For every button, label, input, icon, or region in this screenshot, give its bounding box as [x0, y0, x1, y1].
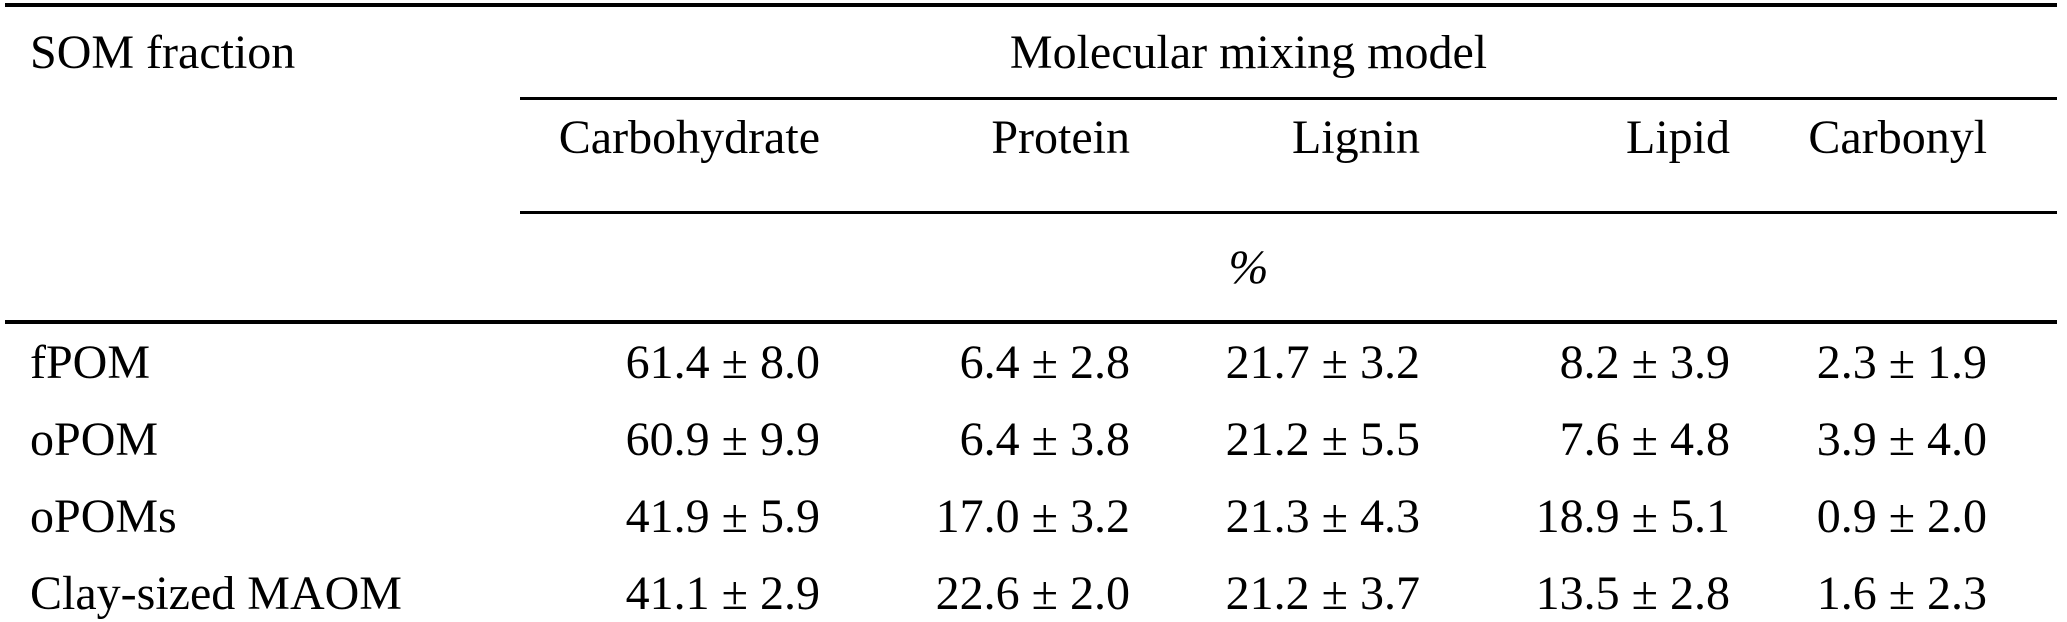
- table-row-opom: oPOM 60.9 ± 9.9 6.4 ± 3.8 21.2 ± 5.5 7.6…: [5, 401, 2057, 478]
- unit-label-percent: %: [1228, 240, 1269, 294]
- data-cell: 21.2 ± 3.7: [1225, 567, 1420, 620]
- data-cell: 13.5 ± 2.8: [1535, 567, 1730, 620]
- spanner-header-molecular-mixing-model: Molecular mixing model: [520, 5, 2058, 100]
- data-cell: 3.9 ± 4.0: [1816, 413, 1988, 466]
- data-cell: 61.4 ± 8.0: [520, 320, 830, 401]
- header-row-columns: Carbohydrate Protein Lignin Lipid Carbon…: [5, 98, 2058, 214]
- column-header-carbonyl: Carbonyl: [1740, 98, 2058, 214]
- data-cell: 41.1 ± 2.9: [625, 567, 820, 620]
- data-cell: 0.9 ± 2.0: [1816, 490, 1988, 543]
- data-cell: 60.9 ± 9.9: [625, 413, 820, 466]
- row-label: fPOM: [5, 320, 520, 401]
- corner-header-som-fraction: SOM fraction: [30, 26, 296, 80]
- table-row-clay-sized-maom: Clay-sized MAOM 41.1 ± 2.9 22.6 ± 2.0 21…: [5, 555, 2057, 622]
- data-cell: 6.4 ± 3.8: [959, 413, 1130, 466]
- table-row-opoms: oPOMs 41.9 ± 5.9 17.0 ± 3.2 21.3 ± 4.3 1…: [5, 478, 2057, 555]
- data-cell: 41.9 ± 5.9: [625, 490, 820, 543]
- data-cell: 21.7 ± 3.2: [1140, 320, 1430, 401]
- column-header-lignin: Lignin: [1140, 98, 1430, 214]
- row-label: oPOM: [30, 413, 159, 466]
- data-cell: 22.6 ± 2.0: [935, 567, 1130, 620]
- data-cell: 2.3 ± 1.9: [1740, 320, 2058, 401]
- data-cell: 21.2 ± 5.5: [1225, 413, 1420, 466]
- blank-cell: [5, 99, 520, 213]
- row-label: Clay-sized MAOM: [30, 567, 402, 620]
- column-header-protein: Protein: [830, 98, 1140, 214]
- data-cell: 18.9 ± 5.1: [1535, 490, 1730, 543]
- data-cell: 1.6 ± 2.3: [1816, 567, 1988, 620]
- column-header-lipid: Lipid: [1430, 98, 1740, 214]
- data-cell: 7.6 ± 4.8: [1559, 413, 1730, 466]
- blank-cell: [5, 213, 520, 323]
- data-cell: 21.3 ± 4.3: [1225, 490, 1420, 543]
- unit-row: %: [5, 213, 2057, 323]
- som-fractions-table: SOM fraction Molecular mixing model Carb…: [5, 3, 2058, 622]
- table-row-fpom: fPOM 61.4 ± 8.0 6.4 ± 2.8 21.7 ± 3.2 8.2…: [5, 320, 2058, 401]
- data-cell: 8.2 ± 3.9: [1430, 320, 1740, 401]
- row-label: oPOMs: [30, 490, 177, 543]
- column-header-carbohydrate: Carbohydrate: [520, 98, 830, 214]
- data-cell: 17.0 ± 3.2: [935, 490, 1130, 543]
- data-cell: 6.4 ± 2.8: [830, 320, 1140, 401]
- header-row-spanner: SOM fraction Molecular mixing model: [5, 5, 2058, 100]
